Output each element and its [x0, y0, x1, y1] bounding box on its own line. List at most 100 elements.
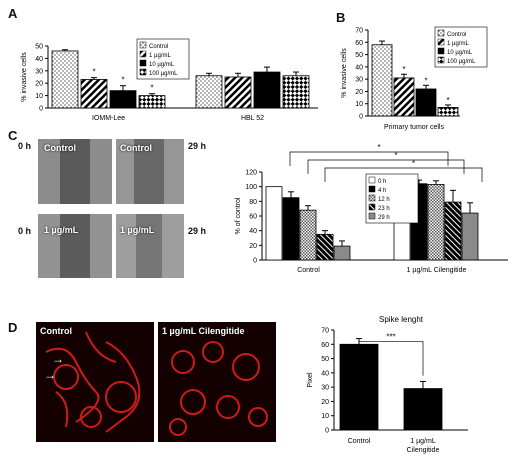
legend-swatch	[437, 38, 445, 46]
significance-star: *	[424, 76, 427, 85]
fluorescence-image-control	[36, 322, 154, 442]
legend-entry: 12 h	[378, 197, 390, 203]
legend-entry: 29 h	[378, 215, 390, 221]
significance-bracket	[324, 167, 483, 182]
legend-swatch	[368, 212, 376, 220]
bar	[51, 50, 79, 109]
scratch-micrograph-cilengitide-29h	[116, 214, 184, 278]
legend-entry: 10 µg/mL	[149, 62, 175, 68]
bar	[403, 388, 443, 431]
panel-label-d: D	[8, 320, 18, 335]
y-axis-label: % invasive cells	[21, 52, 28, 102]
scratch-micrograph-control-0h	[38, 139, 112, 204]
significance-star: *	[92, 68, 95, 77]
bar	[333, 245, 351, 261]
y-tick-label: 10	[35, 93, 43, 100]
time-label-29h-bottom: 29 h	[188, 226, 207, 236]
significance-star: ***	[386, 332, 395, 341]
y-tick-label: 100	[245, 184, 257, 191]
bar	[393, 77, 415, 117]
x-axis-label: Primary tumor cells	[384, 124, 444, 131]
micrograph-label: Control	[44, 143, 76, 153]
legend-entry: 23 h	[378, 206, 390, 212]
legend-entry: Control	[149, 44, 168, 50]
significance-bracket	[359, 341, 424, 376]
y-tick-label: 60	[249, 214, 257, 221]
bar	[299, 209, 317, 261]
x-category-label: HBL 52	[241, 115, 264, 122]
y-tick-label: 10	[321, 413, 329, 420]
significance-bracket	[289, 151, 449, 166]
y-tick-label: 0	[359, 114, 363, 121]
y-tick-label: 30	[35, 68, 43, 75]
fluorescence-label-control: Control	[40, 326, 72, 336]
x-category-label: 1 µg/mL Cilengitide	[407, 267, 467, 274]
y-axis-label: Pixel	[307, 372, 314, 388]
y-tick-label: 60	[321, 342, 329, 349]
scratch-image-svg	[38, 139, 112, 204]
y-tick-label: 60	[355, 40, 363, 47]
fluorescence-svg	[36, 322, 154, 442]
y-tick-label: 20	[35, 81, 43, 88]
bar	[415, 88, 437, 117]
y-tick-label: 20	[355, 89, 363, 96]
legend-swatch	[139, 59, 147, 67]
bar	[224, 76, 252, 109]
bar	[282, 75, 310, 109]
y-tick-label: 40	[355, 64, 363, 71]
legend-entry: Control	[447, 32, 466, 38]
legend-swatch	[368, 203, 376, 211]
time-label-0h-top: 0 h	[18, 141, 32, 151]
arrow-icon: →	[52, 352, 64, 366]
y-tick-label: 50	[355, 52, 363, 59]
bar	[282, 197, 300, 261]
y-axis-label: % of control	[235, 197, 242, 234]
x-category-label: 1 µg/mL	[410, 438, 436, 445]
scratch-image-svg	[116, 214, 184, 278]
legend-swatch	[368, 194, 376, 202]
panel-label-c: C	[8, 128, 18, 143]
scratch-micrograph-control-29h	[116, 139, 184, 204]
y-tick-label: 0	[39, 106, 43, 113]
legend-entry: 100 µg/mL	[149, 71, 178, 77]
legend-entry: 1 µg/mL	[447, 41, 469, 47]
time-label-0h-bottom: 0 h	[18, 226, 32, 236]
y-tick-label: 70	[355, 28, 363, 35]
x-category-label: Cilengitide	[407, 447, 440, 454]
time-label-29h-top: 29 h	[188, 141, 207, 151]
scratch-image-svg	[38, 214, 112, 278]
legend-swatch	[139, 68, 147, 76]
x-category-label: Control	[348, 438, 371, 445]
bar	[339, 343, 379, 431]
legend-swatch	[368, 185, 376, 193]
y-tick-label: 40	[321, 370, 329, 377]
y-tick-label: 50	[35, 44, 43, 51]
significance-star: *	[394, 151, 397, 160]
y-tick-label: 20	[249, 243, 257, 250]
fluorescence-image-cilengitide	[158, 322, 276, 442]
y-tick-label: 50	[321, 356, 329, 363]
y-tick-label: 10	[355, 101, 363, 108]
y-tick-label: 30	[321, 385, 329, 392]
bar	[371, 44, 393, 117]
bar	[427, 184, 445, 261]
significance-star: *	[402, 65, 405, 74]
significance-star: *	[412, 159, 415, 168]
y-tick-label: 40	[249, 228, 257, 235]
bar	[109, 90, 137, 109]
bar	[437, 107, 459, 117]
x-category-label: Control	[297, 267, 320, 274]
bar	[461, 212, 479, 261]
legend-swatch	[437, 29, 445, 37]
bar	[265, 186, 283, 261]
legend-swatch	[368, 176, 376, 184]
panel-label-b: B	[336, 10, 346, 25]
bar	[444, 201, 462, 261]
significance-star: *	[150, 84, 153, 93]
legend-entry: 1 µg/mL	[149, 53, 171, 59]
scratch-micrograph-cilengitide-0h	[38, 214, 112, 278]
significance-star: *	[121, 76, 124, 85]
y-tick-label: 40	[35, 56, 43, 63]
bar	[80, 79, 108, 109]
